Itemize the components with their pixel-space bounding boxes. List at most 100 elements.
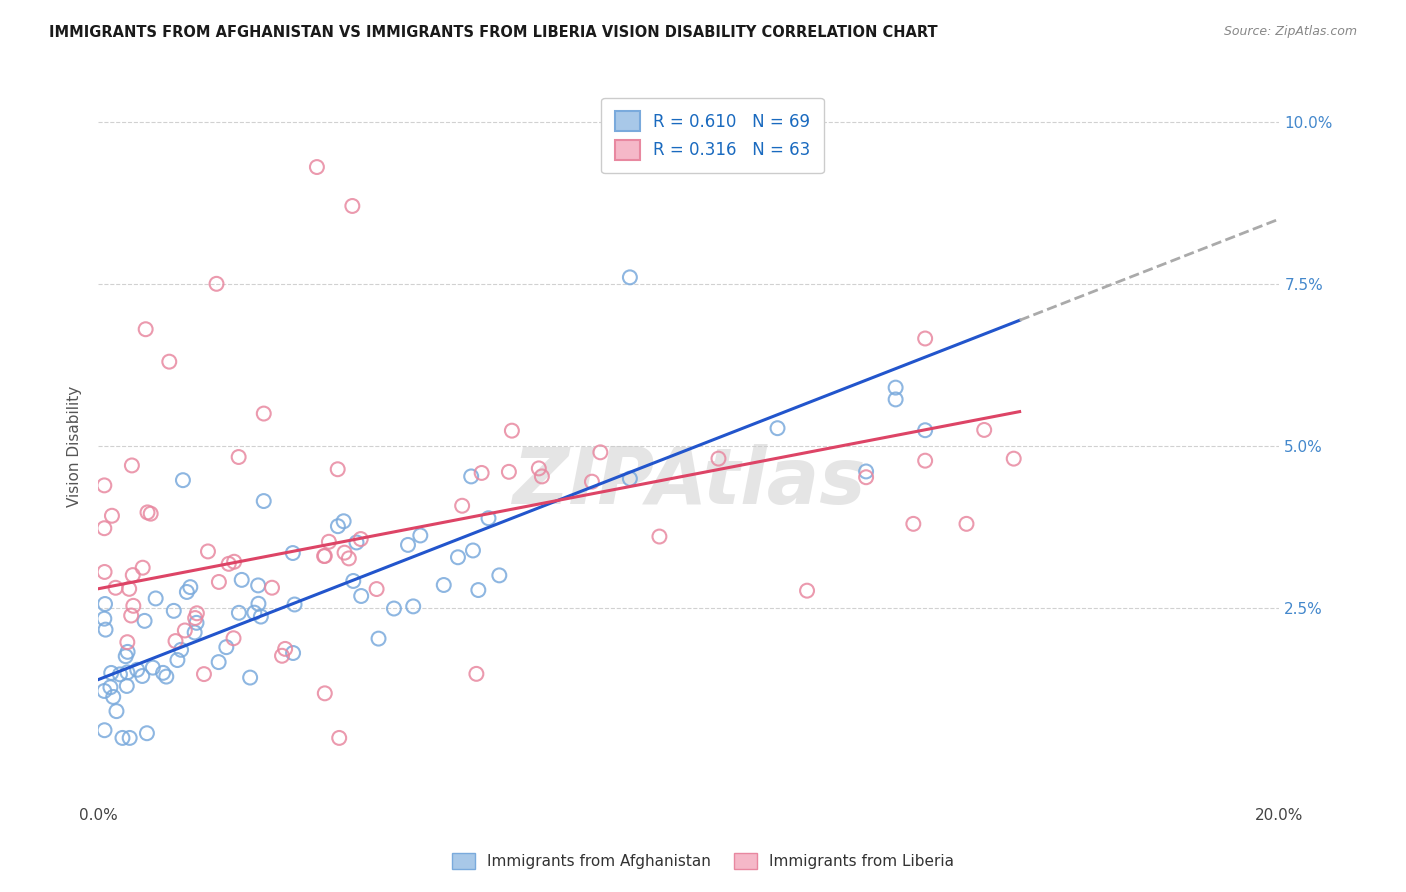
Point (1002, 451, 1025, 466)
Point (366, 582, 388, 596)
Point (581, 475, 603, 489)
Point (467, 582, 489, 597)
Point (253, 494, 276, 508)
Point (243, 606, 266, 620)
Point (231, 573, 253, 587)
Point (619, 472, 641, 486)
Point (208, 655, 231, 669)
Point (121, 458, 143, 473)
Point (165, 634, 187, 648)
Point (131, 669, 153, 683)
Point (117, 645, 139, 659)
Point (121, 568, 143, 582)
Point (530, 469, 553, 483)
Point (914, 453, 936, 467)
Point (914, 331, 936, 345)
Point (337, 551, 360, 566)
Point (409, 528, 432, 542)
Point (314, 549, 336, 563)
Point (135, 726, 157, 740)
Point (122, 599, 145, 613)
Point (314, 549, 336, 563)
Point (173, 624, 195, 638)
Point (884, 381, 907, 395)
Point (120, 608, 142, 623)
Point (914, 423, 936, 437)
Point (118, 582, 141, 596)
Point (186, 615, 208, 630)
Point (111, 731, 134, 745)
Point (350, 532, 373, 546)
Point (115, 679, 138, 693)
Point (619, 270, 641, 285)
Point (382, 601, 405, 615)
Point (142, 660, 165, 674)
Point (367, 632, 389, 646)
Point (208, 574, 231, 589)
Point (93, 723, 115, 738)
Point (205, 277, 228, 291)
Point (461, 543, 484, 558)
Point (93, 478, 115, 492)
Point (527, 461, 550, 475)
Point (589, 445, 612, 459)
Point (350, 589, 373, 603)
Point (136, 505, 159, 519)
Point (131, 560, 153, 574)
Point (284, 598, 307, 612)
Point (114, 649, 136, 664)
Point (215, 640, 238, 655)
Point (93, 565, 115, 579)
Point (346, 535, 368, 549)
Point (222, 632, 245, 646)
Point (157, 354, 180, 368)
Point (101, 508, 124, 523)
Text: IMMIGRANTS FROM AFGHANISTAN VS IMMIGRANTS FROM LIBERIA VISION DISABILITY CORRELA: IMMIGRANTS FROM AFGHANISTAN VS IMMIGRANT… (49, 25, 938, 40)
Point (253, 407, 276, 421)
Point (100, 680, 122, 694)
Point (451, 499, 474, 513)
Point (903, 516, 925, 531)
Point (94, 597, 117, 611)
Point (94, 623, 117, 637)
Point (172, 473, 194, 487)
Point (271, 648, 294, 663)
Point (170, 643, 193, 657)
Point (326, 519, 349, 533)
Point (465, 666, 488, 681)
Point (186, 607, 208, 621)
Point (103, 690, 125, 704)
Point (333, 546, 356, 560)
Point (260, 581, 283, 595)
Point (247, 578, 270, 592)
Point (179, 580, 201, 594)
Point (342, 199, 364, 213)
Point (93, 612, 115, 626)
Point (193, 667, 215, 681)
Text: ZIPAtlas: ZIPAtlas (512, 443, 866, 520)
Point (447, 550, 470, 565)
Point (104, 581, 127, 595)
Point (281, 646, 304, 660)
Point (117, 635, 139, 649)
Point (281, 546, 304, 560)
Point (176, 585, 198, 599)
Point (105, 704, 128, 718)
Point (326, 462, 349, 476)
Point (139, 507, 162, 521)
Point (228, 450, 250, 464)
Point (145, 591, 167, 606)
Point (342, 574, 364, 588)
Point (250, 609, 273, 624)
Point (460, 469, 482, 483)
Point (796, 583, 818, 598)
Point (318, 534, 340, 549)
Point (305, 160, 328, 174)
Point (163, 604, 186, 618)
Point (955, 516, 977, 531)
Point (224, 555, 246, 569)
Point (477, 511, 499, 525)
Point (184, 611, 207, 625)
Text: Source: ZipAtlas.com: Source: ZipAtlas.com (1223, 25, 1357, 38)
Legend: Immigrants from Afghanistan, Immigrants from Liberia: Immigrants from Afghanistan, Immigrants … (446, 847, 960, 875)
